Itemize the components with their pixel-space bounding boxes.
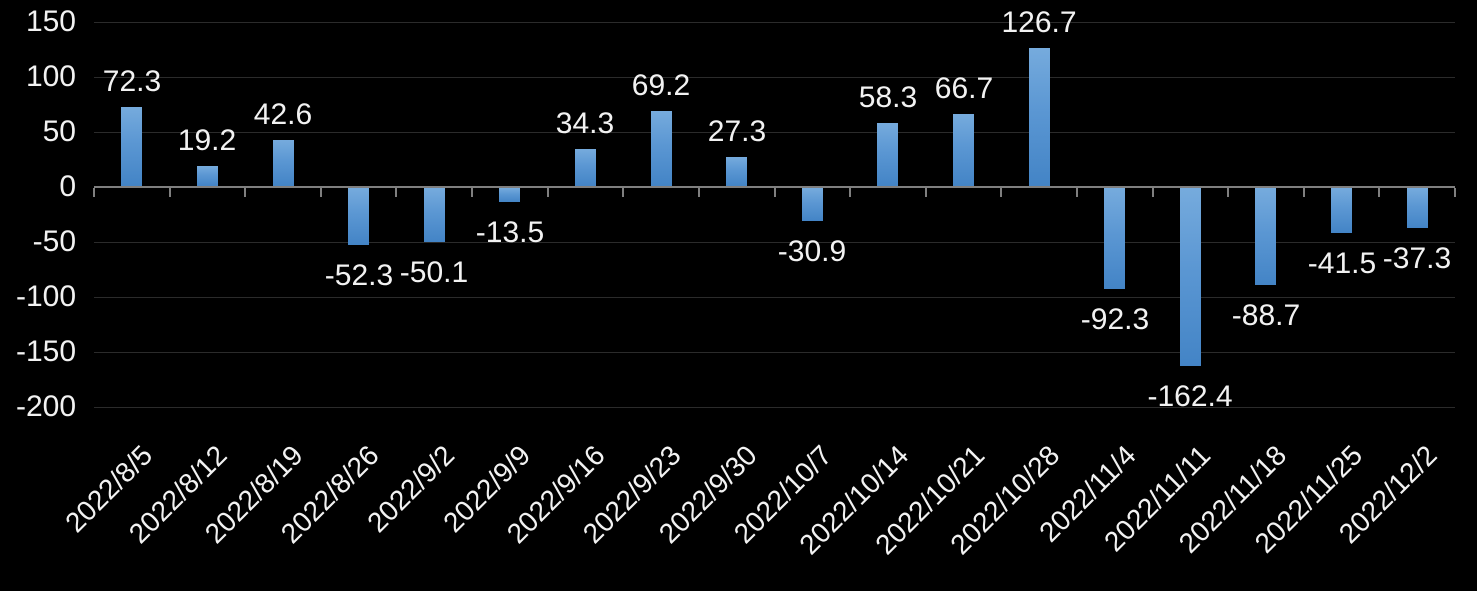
axis-tick xyxy=(849,188,851,197)
gridline xyxy=(94,297,1455,298)
bar xyxy=(121,107,142,186)
bar xyxy=(1331,188,1352,233)
axis-tick xyxy=(698,188,700,197)
bar xyxy=(877,123,898,186)
bar xyxy=(802,188,823,221)
bar xyxy=(348,188,369,245)
bar xyxy=(273,140,294,186)
bar xyxy=(1180,188,1201,366)
value-label: -52.3 xyxy=(324,259,394,292)
value-label: 72.3 xyxy=(102,65,162,98)
value-label: -50.1 xyxy=(399,256,469,289)
axis-tick xyxy=(169,188,171,197)
axis-tick xyxy=(1454,188,1456,197)
axis-tick xyxy=(320,188,322,197)
y-axis-tick-label: -100 xyxy=(15,280,76,313)
value-label: 69.2 xyxy=(631,69,691,102)
y-axis-tick-label: 100 xyxy=(25,60,76,93)
axis-tick xyxy=(395,188,397,197)
gridline xyxy=(94,22,1455,23)
value-label: -41.5 xyxy=(1307,247,1377,280)
axis-tick xyxy=(547,188,549,197)
bar xyxy=(499,188,520,202)
value-label: 42.6 xyxy=(253,98,313,131)
axis-tick xyxy=(1378,188,1380,197)
axis-tick xyxy=(244,188,246,197)
bar xyxy=(197,166,218,186)
bar xyxy=(424,188,445,242)
bar xyxy=(575,149,596,186)
gridline xyxy=(94,407,1455,408)
y-axis-tick-label: 50 xyxy=(42,115,76,148)
bar xyxy=(1407,188,1428,228)
value-label: 34.3 xyxy=(555,107,615,140)
axis-tick xyxy=(93,188,95,197)
axis-tick xyxy=(925,188,927,197)
axis-tick xyxy=(1303,188,1305,197)
gridline xyxy=(94,352,1455,353)
value-label: 19.2 xyxy=(177,124,237,157)
value-label: -88.7 xyxy=(1231,299,1301,332)
axis-tick xyxy=(471,188,473,197)
bar xyxy=(726,157,747,186)
value-label: 58.3 xyxy=(858,81,918,114)
value-label: 126.7 xyxy=(1001,6,1077,39)
value-label: 66.7 xyxy=(934,72,994,105)
bar xyxy=(1029,48,1050,186)
axis-tick xyxy=(1152,188,1154,197)
value-label: 27.3 xyxy=(707,115,767,148)
axis-tick xyxy=(774,188,776,197)
bar xyxy=(1104,188,1125,289)
y-axis-tick-label: -50 xyxy=(32,225,76,258)
value-label: -92.3 xyxy=(1080,303,1150,336)
axis-tick xyxy=(1227,188,1229,197)
y-axis-tick-label: 150 xyxy=(25,5,76,38)
value-label: -30.9 xyxy=(777,235,847,268)
gridline xyxy=(94,77,1455,78)
gridline xyxy=(94,132,1455,133)
axis-tick xyxy=(1076,188,1078,197)
bar xyxy=(651,111,672,186)
value-label: -162.4 xyxy=(1147,380,1233,413)
y-axis-tick-label: -200 xyxy=(15,390,76,423)
axis-tick xyxy=(1000,188,1002,197)
bar xyxy=(1255,188,1276,285)
x-axis-line xyxy=(94,186,1455,188)
y-axis-tick-label: 0 xyxy=(59,170,76,203)
value-label: -37.3 xyxy=(1382,242,1452,275)
gridline xyxy=(94,242,1455,243)
bar xyxy=(953,114,974,186)
axis-tick xyxy=(622,188,624,197)
value-label: -13.5 xyxy=(475,216,545,249)
y-axis-tick-label: -150 xyxy=(15,335,76,368)
